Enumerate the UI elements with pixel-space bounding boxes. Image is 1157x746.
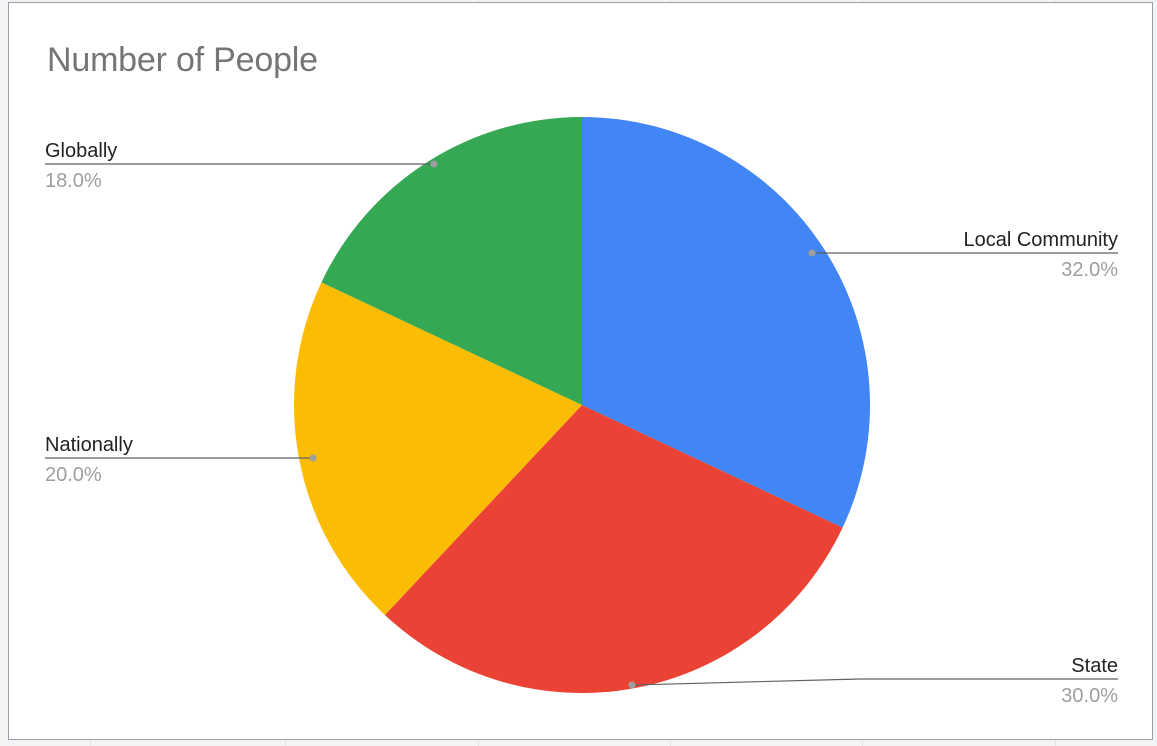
- slice-label-nationally: Nationally: [45, 434, 133, 456]
- chart-title: Number of People: [47, 41, 318, 79]
- leader-dot-local-community: [808, 249, 816, 257]
- slice-label-globally: Globally: [45, 140, 117, 162]
- slice-percent-local-community: 32.0%: [1061, 259, 1118, 281]
- pie-slice-local-community[interactable]: [582, 117, 870, 528]
- pie-slice-globally[interactable]: [321, 117, 582, 405]
- pie-slice-state[interactable]: [384, 405, 843, 694]
- slice-label-local-community: Local Community: [963, 229, 1118, 251]
- slice-label-state: State: [1071, 655, 1118, 677]
- leader-dot-nationally: [309, 454, 317, 462]
- leader-line-state: [631, 678, 1118, 686]
- slice-percent-globally: 18.0%: [45, 170, 102, 192]
- leader-dot-state: [628, 681, 636, 689]
- slice-percent-nationally: 20.0%: [45, 464, 102, 486]
- pie-slice-nationally[interactable]: [293, 282, 582, 615]
- leader-dot-globally: [430, 160, 438, 168]
- slice-percent-state: 30.0%: [1061, 685, 1118, 707]
